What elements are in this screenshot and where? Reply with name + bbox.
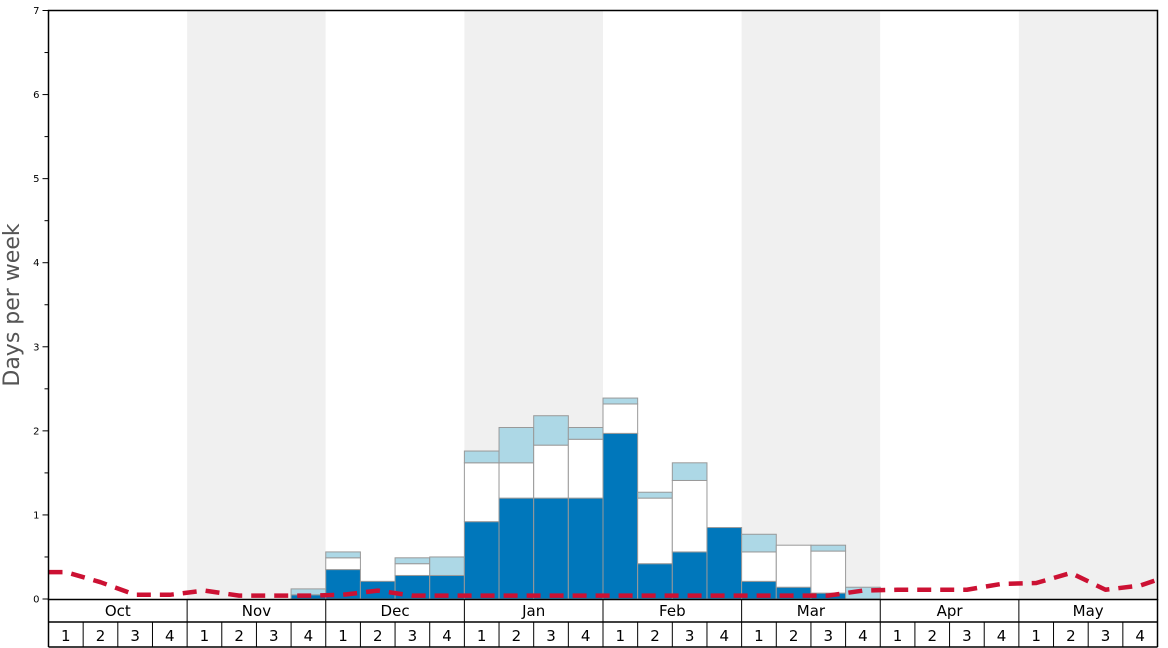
week-label: 1 xyxy=(893,627,903,645)
bar-segment-1-week-13 xyxy=(463,462,500,523)
month-label-may: May xyxy=(1073,602,1104,620)
week-label: 3 xyxy=(685,627,695,645)
bar-segment-0-week-14 xyxy=(498,497,535,600)
bar-segment-2-week-9 xyxy=(325,551,361,559)
bar-segment-2-week-18 xyxy=(637,491,673,499)
week-label: 3 xyxy=(962,627,972,645)
week-label: 1 xyxy=(200,627,210,645)
month-label-jan: Jan xyxy=(521,602,545,620)
y-tick-label: 0 xyxy=(33,595,39,606)
y-tick-label: 4 xyxy=(33,258,39,269)
week-label: 1 xyxy=(477,627,487,645)
week-label: 1 xyxy=(1031,627,1041,645)
y-axis: 0 1 2 3 4 5 6 7 xyxy=(33,6,49,606)
y-tick-label: 1 xyxy=(33,510,39,521)
month-band-apr xyxy=(880,10,1019,599)
plot-frame xyxy=(47,9,1159,601)
bar-segment-0-week-15 xyxy=(533,497,569,600)
bar-segment-0-week-17 xyxy=(602,432,639,600)
y-tick-label: 7 xyxy=(33,6,39,17)
week-label: 1 xyxy=(338,627,348,645)
x-axis: Oct Nov Dec Jan Feb Mar Apr May 1 2 3 4 1 2 3 4 1 2 3 4 1 2 3 4… xyxy=(47,599,1159,648)
bar-segment-1-week-18 xyxy=(637,497,673,565)
bar-segment-0-week-19 xyxy=(671,551,708,600)
bar-segment-2-week-17 xyxy=(602,397,639,405)
bar-segment-0-week-20 xyxy=(706,527,743,600)
month-band-mar xyxy=(741,10,881,599)
y-tick-label: 3 xyxy=(33,342,39,353)
week-label: 4 xyxy=(997,627,1007,645)
week-label: 2 xyxy=(650,627,660,645)
month-label-feb: Feb xyxy=(659,602,686,620)
week-label: 2 xyxy=(373,627,383,645)
week-label: 3 xyxy=(823,627,833,645)
bar-segment-1-week-19 xyxy=(671,479,708,553)
month-band-nov xyxy=(187,10,326,599)
trend-line xyxy=(48,569,1159,598)
bar-segment-1-week-14 xyxy=(498,462,535,499)
bar-segment-1-week-15 xyxy=(533,444,569,499)
week-label: 3 xyxy=(546,627,556,645)
week-label: 4 xyxy=(165,627,175,645)
y-tick-label: 5 xyxy=(33,174,39,185)
bar-segment-2-week-12 xyxy=(429,556,465,576)
bar-segment-2-week-16 xyxy=(567,426,604,440)
trend-line-layer xyxy=(48,569,1159,598)
bar-segment-0-week-13 xyxy=(463,521,500,600)
y-tick-label: 2 xyxy=(33,426,39,437)
y-tick-label: 6 xyxy=(33,90,39,101)
week-label: 3 xyxy=(130,627,140,645)
bar-segment-1-week-23 xyxy=(810,550,847,594)
bar-segment-1-week-17 xyxy=(602,403,639,434)
week-label: 2 xyxy=(1066,627,1076,645)
bar-segment-2-week-21 xyxy=(741,533,777,553)
bar-segment-2-week-14 xyxy=(498,426,535,464)
week-label: 1 xyxy=(61,627,71,645)
week-label: 3 xyxy=(408,627,418,645)
month-band-oct xyxy=(48,10,188,599)
bar-segment-2-week-11 xyxy=(394,557,431,565)
month-band-may xyxy=(1018,10,1158,599)
month-label-dec: Dec xyxy=(381,602,410,620)
week-label: 1 xyxy=(616,627,626,645)
month-label-apr: Apr xyxy=(937,602,964,620)
y-axis-label: Days per week xyxy=(0,223,25,386)
week-label: 4 xyxy=(304,627,314,645)
week-label: 2 xyxy=(234,627,244,645)
week-label: 1 xyxy=(754,627,764,645)
week-label: 4 xyxy=(1135,627,1145,645)
month-label-oct: Oct xyxy=(105,602,131,620)
bar-segment-1-week-9 xyxy=(325,557,361,571)
bar-segment-2-week-13 xyxy=(463,450,500,464)
month-band-dec xyxy=(325,10,465,599)
week-label: 4 xyxy=(442,627,452,645)
week-label: 2 xyxy=(789,627,799,645)
week-label: 4 xyxy=(720,627,730,645)
bar-segment-2-week-23 xyxy=(810,544,847,552)
week-label: 3 xyxy=(269,627,279,645)
week-label: 4 xyxy=(858,627,868,645)
week-label: 3 xyxy=(1101,627,1111,645)
bar-segment-2-week-15 xyxy=(533,415,569,446)
month-label-mar: Mar xyxy=(797,602,826,620)
bar-segment-0-week-16 xyxy=(567,497,604,600)
bar-segment-2-week-19 xyxy=(671,462,708,481)
week-label: 2 xyxy=(512,627,522,645)
month-label-nov: Nov xyxy=(242,602,271,620)
bar-segment-1-week-16 xyxy=(567,438,604,499)
week-label: 4 xyxy=(581,627,591,645)
bars-layer xyxy=(290,397,881,600)
bar-segment-1-week-11 xyxy=(394,563,431,576)
week-label: 2 xyxy=(96,627,106,645)
bar-segment-1-week-22 xyxy=(775,544,812,588)
week-label: 2 xyxy=(927,627,937,645)
bar-segment-1-week-21 xyxy=(741,551,777,582)
